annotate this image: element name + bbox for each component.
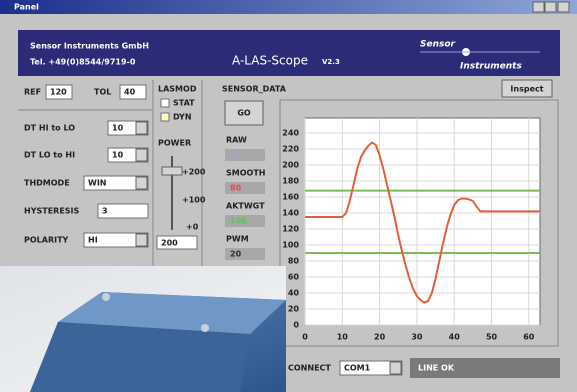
minimize[interactable]	[533, 2, 544, 12]
setting-label: HYSTERESIS	[24, 207, 80, 216]
screw	[201, 324, 209, 332]
y-tick-label: 100	[282, 241, 299, 250]
radio-label: DYN	[173, 113, 192, 122]
setting-label: THDMODE	[24, 179, 70, 188]
slider-thumb[interactable]	[162, 167, 182, 175]
dropdown-arrow[interactable]	[136, 234, 147, 246]
x-tick-label: 50	[486, 333, 498, 342]
company: Sensor Instruments GmbH	[30, 42, 149, 51]
y-tick-label: 200	[282, 161, 299, 170]
x-tick-label: 30	[411, 333, 423, 342]
x-tick-label: 10	[337, 333, 349, 342]
field-label: AKTWGT	[226, 202, 265, 211]
field-label: RAW	[226, 136, 247, 145]
inspect-label: Inspect	[510, 85, 543, 94]
power-tick: +100	[182, 196, 206, 205]
setting-value: WIN	[88, 179, 107, 188]
screen: Panel Sensor Instruments GmbH Tel. +49(0…	[0, 0, 577, 392]
field-value: 100	[230, 217, 247, 226]
setting-value: 10	[112, 124, 124, 133]
connect-label: CONNECT	[288, 364, 331, 373]
go-label: GO	[237, 109, 251, 118]
radio-label: STAT	[173, 99, 195, 108]
port-value: COM1	[344, 364, 371, 373]
dropdown-arrow[interactable]	[136, 149, 147, 161]
y-tick-label: 40	[288, 289, 300, 298]
screw	[102, 293, 110, 301]
radio-stat[interactable]	[161, 99, 169, 107]
y-tick-label: 60	[288, 273, 300, 282]
power-tick: +200	[182, 168, 206, 177]
lasmod-label: LASMOD	[158, 85, 197, 94]
y-tick-label: 180	[282, 177, 299, 186]
dropdown-arrow[interactable]	[136, 122, 147, 134]
y-tick-label: 140	[282, 209, 299, 218]
ref-label: REF	[24, 88, 41, 97]
x-tick-label: 20	[374, 333, 386, 342]
setting-value: 3	[102, 207, 108, 216]
radio-dyn[interactable]	[161, 113, 169, 121]
status-text: LINE OK	[418, 364, 455, 373]
window-title: Panel	[14, 3, 39, 12]
y-tick-label: 80	[288, 257, 300, 266]
setting-value: HI	[88, 236, 98, 245]
phone: Tel. +49(0)8544/9719-0	[30, 58, 136, 67]
tol-label: TOL	[94, 88, 111, 97]
close[interactable]	[558, 2, 569, 12]
product-photo	[0, 266, 286, 392]
setting-label: DT LO to HI	[24, 151, 75, 160]
y-tick-label: 120	[282, 225, 299, 234]
setting-value: 10	[112, 151, 124, 160]
ref-value: 120	[50, 88, 67, 97]
setting-label: DT HI to LO	[24, 124, 75, 133]
field-label: PWM	[226, 235, 249, 244]
y-tick-label: 160	[282, 193, 299, 202]
x-tick-label: 60	[523, 333, 535, 342]
sensor-front	[30, 322, 250, 392]
y-tick-label: 220	[282, 145, 299, 154]
dropdown-arrow[interactable]	[390, 362, 401, 374]
field-value: 80	[230, 184, 242, 193]
x-tick-label: 40	[449, 333, 461, 342]
field-label: SMOOTH	[226, 169, 265, 178]
logo-bottom: Instruments	[460, 62, 522, 72]
field-value: 20	[230, 250, 242, 259]
power-label: POWER	[158, 139, 191, 148]
y-tick-label: 240	[282, 129, 299, 138]
logo-top: Sensor	[420, 40, 456, 50]
power-value: 200	[161, 239, 178, 248]
sensor-label: SENSOR_DATA	[222, 85, 287, 94]
field-value: 137	[230, 151, 247, 160]
app-name: A-LAS-Scope	[232, 54, 308, 68]
power-tick: +0	[186, 223, 199, 232]
tol-value: 40	[124, 88, 136, 97]
setting-label: POLARITY	[24, 236, 69, 245]
version: V2.3	[322, 58, 340, 66]
y-tick-label: 20	[288, 305, 300, 314]
y-tick-label: 0	[293, 321, 299, 330]
title-bar	[0, 0, 577, 14]
dropdown-arrow[interactable]	[136, 177, 147, 189]
maximize[interactable]	[545, 2, 556, 12]
x-tick-label: 0	[302, 333, 308, 342]
